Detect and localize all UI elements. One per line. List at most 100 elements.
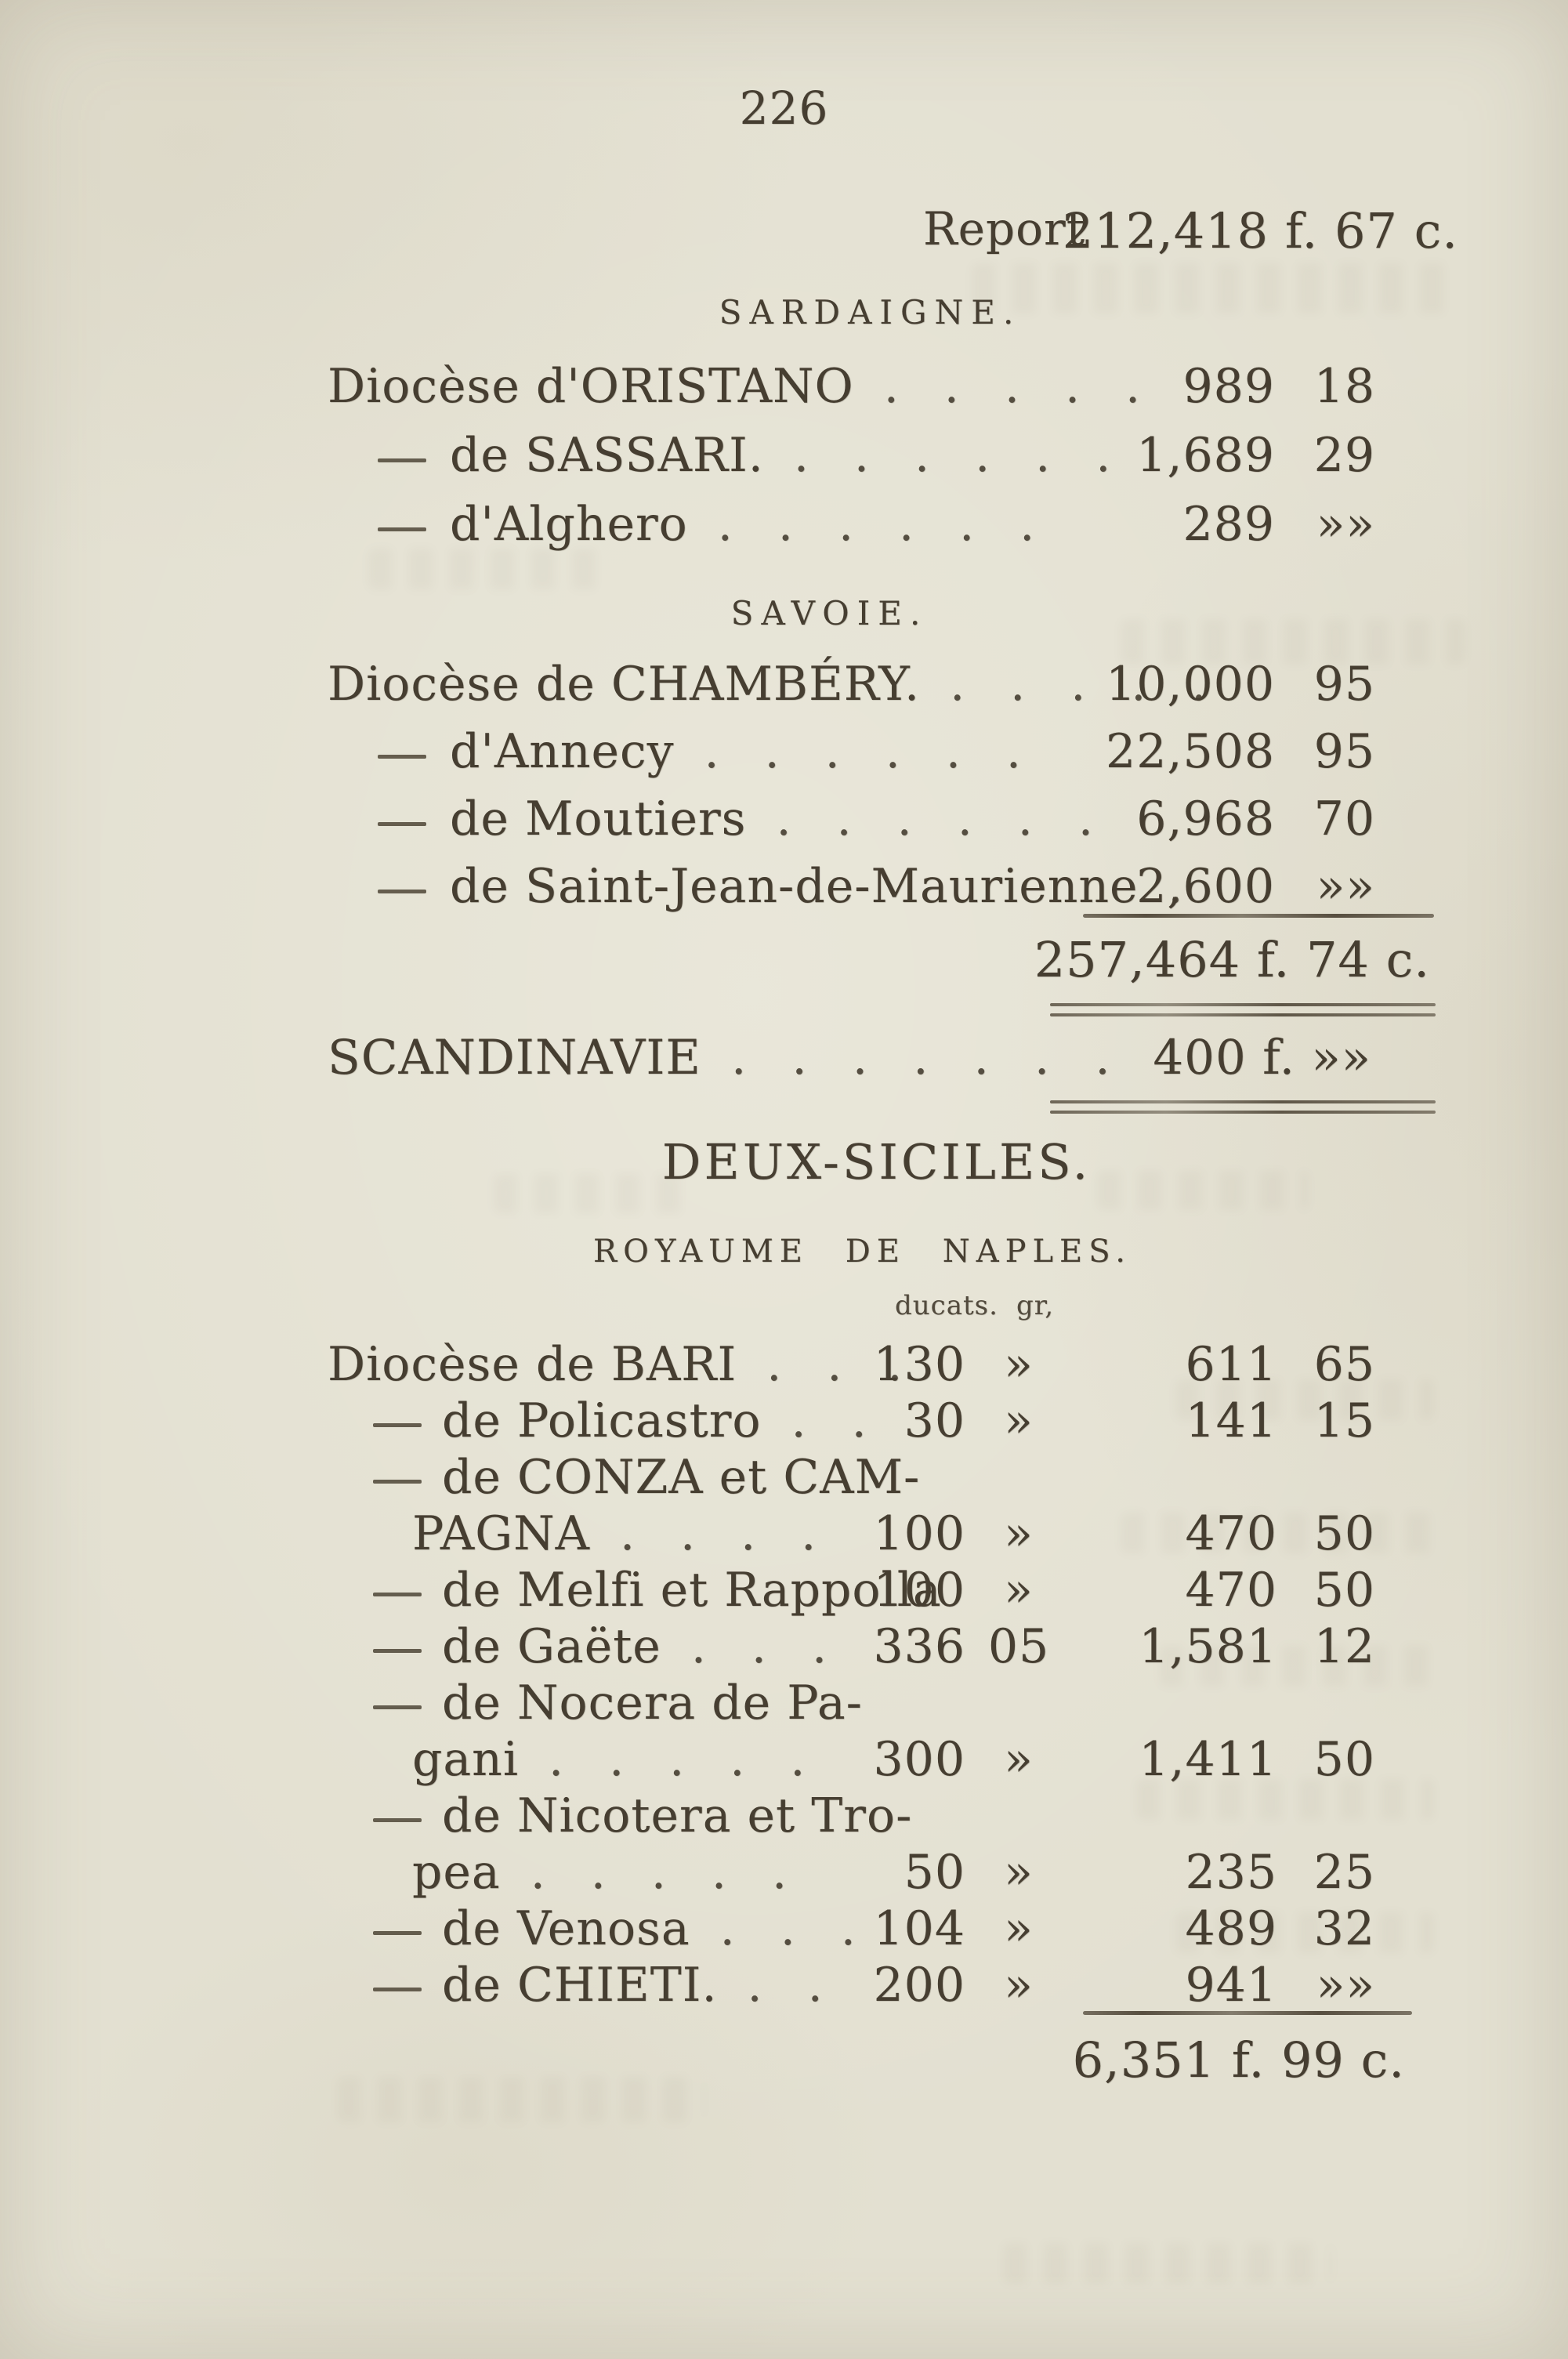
ditto-dash bbox=[373, 1592, 422, 1596]
naples-total-row: 6,351 f. 99 c. bbox=[0, 2031, 1568, 2089]
diocese-label: de Policastro bbox=[442, 1393, 762, 1448]
table-row: de Nocera de Pa- bbox=[328, 1676, 1568, 1730]
table-row: de CONZA et CAM- bbox=[328, 1450, 1568, 1505]
dot-leader: ....... bbox=[730, 1030, 1156, 1085]
ducats-value: 100 bbox=[873, 1563, 965, 1618]
dot-leader: ...... bbox=[717, 497, 1081, 552]
ditto-dash bbox=[373, 1479, 422, 1484]
table-row: de SASSARI. ...... 1,689 29 bbox=[328, 428, 1568, 483]
centimes-value: »» bbox=[1316, 859, 1375, 914]
subtotal-rule bbox=[1083, 914, 1434, 918]
subtotal-amount: 257,464 f. 74 c. bbox=[1034, 931, 1430, 988]
dot-leader: .. bbox=[747, 1958, 868, 2013]
dot-leader: ..... bbox=[950, 657, 1252, 712]
grains-value: » bbox=[1004, 1506, 1034, 1561]
centimes-value: 25 bbox=[1313, 1845, 1375, 1900]
grains-value: » bbox=[1004, 1563, 1034, 1618]
diocese-label: de Nicotera et Tro- bbox=[442, 1788, 913, 1843]
centimes-value: 18 bbox=[1313, 359, 1375, 414]
table-row: de Saint-Jean-de-Maurienne . 2,600 »» bbox=[328, 859, 1568, 914]
ducats-value: 104 bbox=[873, 1901, 965, 1956]
ditto-dash bbox=[378, 527, 426, 531]
ditto-dash bbox=[378, 821, 426, 826]
grains-value: 05 bbox=[987, 1619, 1050, 1674]
table-row: de Moutiers ...... 6,968 70 bbox=[328, 792, 1568, 846]
ditto-dash bbox=[373, 1930, 422, 1935]
dot-leader: ...... bbox=[776, 792, 1139, 846]
table-row: de Venosa ... 104 » 489 32 bbox=[328, 1901, 1568, 1956]
double-rule bbox=[1050, 1100, 1436, 1114]
table-row: de Melfi et Rappolla 100 » 470 50 bbox=[328, 1563, 1568, 1618]
section-header-sardaigne: SARDAIGNE. bbox=[719, 293, 1022, 332]
francs-value: 989 bbox=[1182, 359, 1275, 414]
francs-value: 941 bbox=[1185, 1958, 1277, 2013]
francs-value: 235 bbox=[1185, 1845, 1277, 1900]
diocese-label: de CONZA et CAM- bbox=[442, 1450, 921, 1505]
dot-leader: ... bbox=[766, 1337, 948, 1392]
ditto-dash bbox=[378, 889, 426, 893]
double-rule bbox=[1050, 1003, 1436, 1016]
table-row: gani ..... 300 » 1,411 50 bbox=[328, 1732, 1568, 1787]
subtotal-row: 257,464 f. 74 c. bbox=[0, 931, 1568, 988]
francs-value: 2,600 bbox=[1136, 859, 1275, 914]
dot-leader: ..... bbox=[530, 1845, 833, 1900]
diocese-label: de Melfi et Rappolla bbox=[442, 1563, 942, 1618]
centimes-value: 29 bbox=[1313, 428, 1375, 483]
diocese-label: Diocèse de BARI bbox=[328, 1337, 737, 1392]
report-row: Report 212,418 f. 67 c. bbox=[0, 202, 1568, 259]
ditto-dash bbox=[373, 1987, 422, 1991]
diocese-label: PAGNA bbox=[412, 1506, 590, 1561]
naples-column-headers: ducats. gr, bbox=[0, 1290, 1568, 1326]
dot-leader: ..... bbox=[549, 1732, 851, 1787]
table-row: Diocèse d'ORISTANO ..... 989 18 bbox=[328, 359, 1568, 414]
diocese-label: Diocèse de CHAMBÉRY. bbox=[328, 657, 921, 712]
diocese-label: pea bbox=[412, 1845, 501, 1900]
subtitle-royaume-naples: ROYAUME DE NAPLES. bbox=[593, 1234, 1132, 1270]
ditto-dash bbox=[373, 1422, 422, 1427]
naples-total-rule bbox=[1083, 2011, 1412, 2015]
francs-value: 1,581 bbox=[1139, 1619, 1277, 1674]
grains-value: » bbox=[1004, 1393, 1034, 1448]
table-row: Diocèse de CHAMBÉRY. ..... 10,000 95 bbox=[328, 657, 1568, 712]
francs-value: 22,508 bbox=[1106, 724, 1275, 779]
diocese-label: de Nocera de Pa- bbox=[442, 1676, 863, 1730]
centimes-value: 15 bbox=[1313, 1393, 1375, 1448]
diocese-label: d'Annecy bbox=[450, 724, 675, 779]
dot-leader: ... bbox=[719, 1901, 901, 1956]
dot-leader: . bbox=[1168, 859, 1229, 914]
dot-leader: ...... bbox=[793, 428, 1157, 483]
francs-value: 289 bbox=[1182, 497, 1275, 552]
section-header-savoie: SAVOIE. bbox=[730, 594, 929, 632]
ditto-dash bbox=[373, 1817, 422, 1822]
scandinavie-row: SCANDINAVIE ....... 400 f. »» bbox=[328, 1030, 1568, 1085]
column-header-ducats: ducats. bbox=[895, 1290, 998, 1321]
table-row: d'Alghero ...... 289 »» bbox=[328, 497, 1568, 552]
grains-value: » bbox=[1004, 1337, 1034, 1392]
page-number: 226 bbox=[739, 82, 829, 135]
francs-value: 1,689 bbox=[1136, 428, 1275, 483]
diocese-label: de Venosa bbox=[442, 1901, 690, 1956]
centimes-value: 50 bbox=[1313, 1563, 1375, 1618]
ducats-value: 200 bbox=[873, 1958, 965, 2013]
dot-leader: .. bbox=[791, 1393, 912, 1448]
francs-value: 470 bbox=[1185, 1506, 1277, 1561]
centimes-value: »» bbox=[1316, 1958, 1375, 2013]
francs-value: 141 bbox=[1185, 1393, 1277, 1448]
scandinavie-amount: 400 f. »» bbox=[1153, 1030, 1371, 1085]
centimes-value: 50 bbox=[1313, 1506, 1375, 1561]
diocese-label: de Moutiers bbox=[450, 792, 747, 846]
centimes-value: 65 bbox=[1313, 1337, 1375, 1392]
naples-total-amount: 6,351 f. 99 c. bbox=[1072, 2031, 1405, 2089]
grains-value: » bbox=[1004, 1901, 1034, 1956]
table-row: de Policastro .. 30 » 141 15 bbox=[328, 1393, 1568, 1448]
grains-value: » bbox=[1004, 1732, 1034, 1787]
dot-leader: ...... bbox=[704, 724, 1066, 779]
table-row: pea ..... 50 » 235 25 bbox=[328, 1845, 1568, 1900]
grains-value: » bbox=[1004, 1845, 1034, 1900]
table-row: de Nicotera et Tro- bbox=[328, 1788, 1568, 1843]
ducats-value: 100 bbox=[873, 1506, 965, 1561]
centimes-value: 70 bbox=[1313, 792, 1375, 846]
table-row: de CHIETI. .. 200 » 941 »» bbox=[328, 1958, 1568, 2013]
dot-leader: .... bbox=[619, 1506, 862, 1561]
